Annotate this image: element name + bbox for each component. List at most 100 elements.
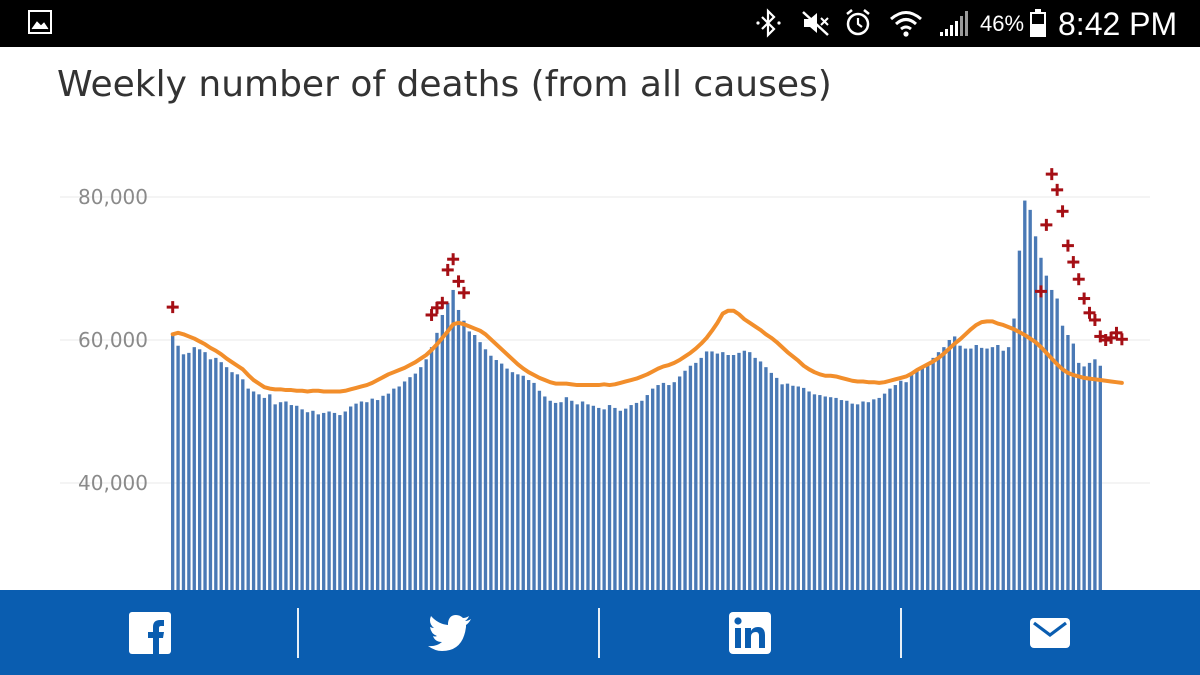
- signal-icon: [940, 11, 968, 36]
- bar: [230, 372, 234, 590]
- bar: [322, 412, 326, 590]
- bar: [316, 414, 320, 590]
- bar: [1028, 209, 1032, 590]
- bar: [564, 397, 569, 590]
- excess-marker: [425, 308, 438, 321]
- bar: [456, 309, 461, 590]
- bar: [812, 394, 817, 590]
- bar: [559, 402, 563, 590]
- bar: [526, 380, 531, 590]
- bar: [446, 302, 450, 590]
- share-bar: [0, 590, 1200, 675]
- bar: [295, 405, 299, 590]
- bar: [677, 376, 682, 590]
- bar: [408, 377, 412, 590]
- bar: [580, 401, 585, 590]
- bar: [214, 357, 218, 590]
- deaths-chart: 40,000 60,000 80,000: [60, 168, 1150, 590]
- bar: [483, 349, 488, 590]
- bar: [1055, 298, 1059, 590]
- bar: [1071, 343, 1076, 590]
- excess-marker: [1040, 218, 1053, 231]
- bar: [532, 382, 536, 590]
- bar: [473, 335, 477, 590]
- bar: [656, 385, 660, 590]
- bluetooth-icon: [756, 8, 781, 38]
- bar: [187, 352, 191, 590]
- facebook-icon: [129, 611, 171, 654]
- bar: [828, 397, 833, 590]
- bar: [1087, 362, 1092, 590]
- bar: [467, 331, 471, 590]
- bar: [683, 370, 687, 590]
- bar: [176, 345, 180, 590]
- bar: [181, 354, 186, 590]
- bar: [1033, 236, 1038, 590]
- bar: [979, 347, 984, 590]
- twitter-icon: [428, 614, 471, 651]
- bar: [710, 351, 714, 590]
- bar: [845, 400, 849, 590]
- bar: [791, 385, 795, 590]
- bar: [1066, 335, 1070, 590]
- excess-marker: [1056, 205, 1069, 218]
- excess-marker: [1072, 273, 1085, 286]
- bar: [597, 407, 601, 590]
- bar: [764, 367, 768, 590]
- bar: [300, 409, 304, 590]
- bar: [241, 379, 245, 590]
- excess-marker: [166, 301, 179, 314]
- bar: [850, 403, 854, 590]
- bar: [942, 347, 946, 590]
- bar: [413, 373, 418, 590]
- bar: [640, 400, 644, 590]
- bar: [915, 370, 919, 590]
- wifi-icon: [890, 11, 922, 37]
- bar: [651, 388, 655, 590]
- bar: [273, 404, 277, 590]
- bar: [429, 347, 434, 590]
- bar: [737, 352, 741, 590]
- bar: [359, 401, 364, 590]
- excess-marker: [447, 253, 460, 266]
- bar: [435, 332, 439, 590]
- status-bar: 46% 8:42 PM: [0, 0, 1200, 47]
- bar: [926, 363, 930, 590]
- bar: [785, 383, 790, 590]
- bar: [365, 402, 369, 590]
- twitter-share-button[interactable]: [300, 590, 600, 675]
- bar: [343, 411, 347, 590]
- alarm-icon: [846, 9, 870, 36]
- bar: [947, 340, 951, 590]
- bar: [1077, 362, 1081, 590]
- bar: [872, 399, 876, 590]
- excess-marker: [1083, 306, 1096, 319]
- excess-marker: [436, 296, 449, 309]
- bar: [224, 367, 229, 590]
- bar: [1098, 365, 1102, 590]
- share-divider: [598, 608, 600, 658]
- bar: [629, 405, 633, 590]
- y-tick-label: 60,000: [78, 328, 148, 352]
- bar: [672, 382, 676, 590]
- mute-icon: [802, 11, 829, 36]
- linkedin-share-button[interactable]: [600, 590, 900, 675]
- bar: [688, 365, 693, 590]
- bar: [920, 367, 924, 590]
- excess-marker: [441, 263, 454, 276]
- excess-marker: [457, 286, 470, 299]
- excess-marker: [1061, 239, 1074, 252]
- bar: [219, 362, 223, 590]
- email-share-button[interactable]: [900, 590, 1200, 675]
- bar: [257, 394, 261, 590]
- bar: [1012, 318, 1016, 590]
- bar: [203, 352, 207, 590]
- bar: [349, 406, 353, 590]
- bar: [775, 377, 779, 590]
- bar: [607, 405, 612, 590]
- excess-marker: [1045, 168, 1058, 181]
- y-tick-label: 40,000: [78, 471, 148, 495]
- bar: [332, 412, 337, 590]
- bar: [375, 400, 380, 590]
- facebook-share-button[interactable]: [0, 590, 300, 675]
